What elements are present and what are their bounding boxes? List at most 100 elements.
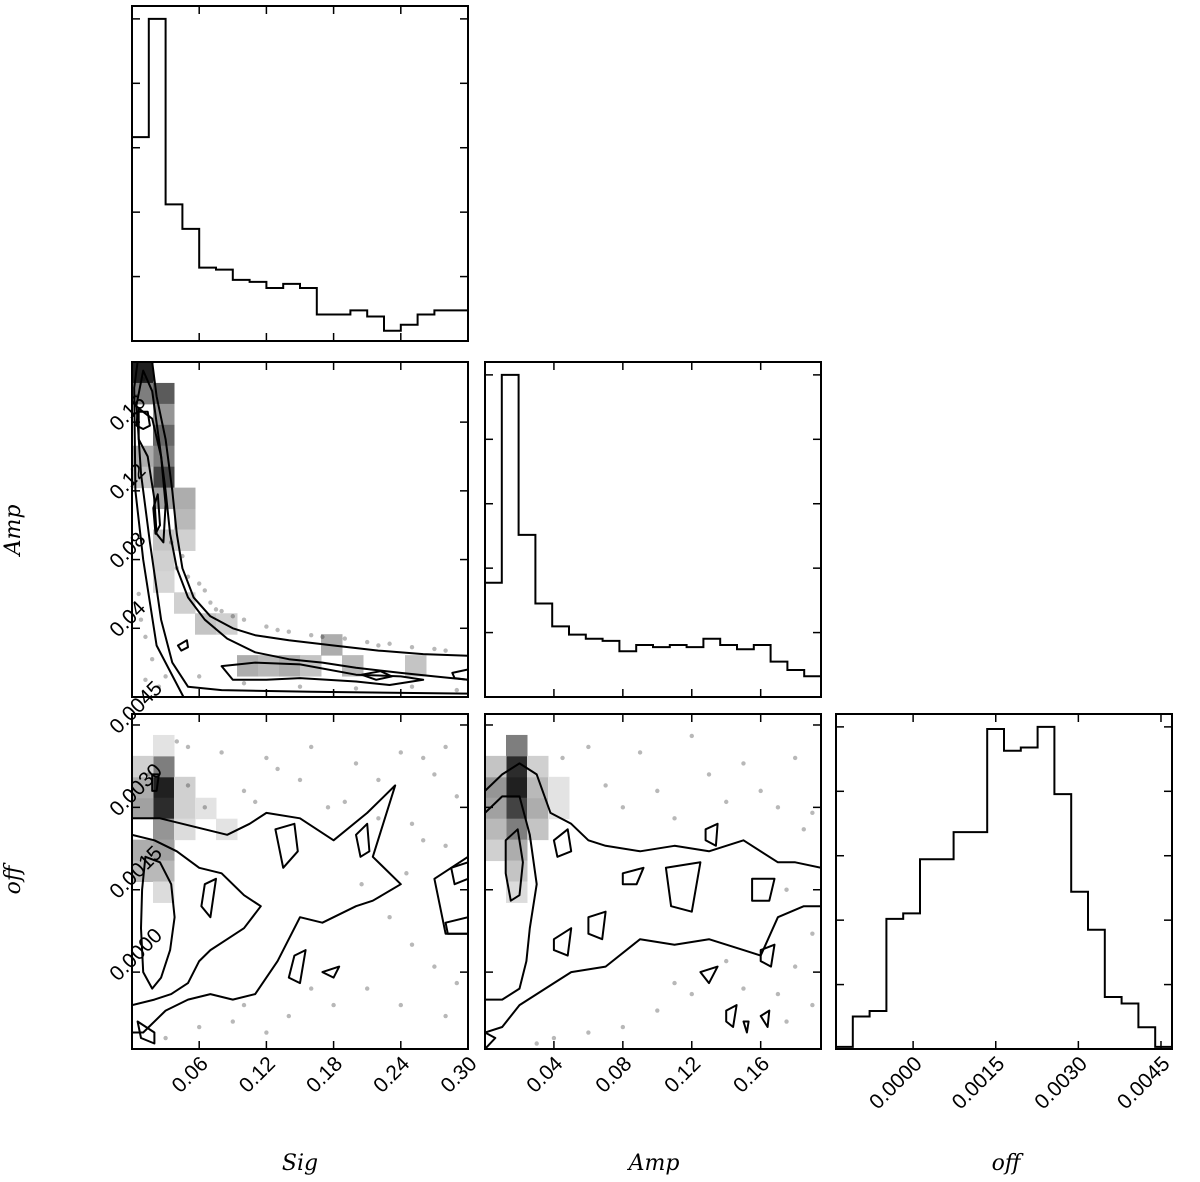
density-cell [195,797,217,820]
scatter-point [275,627,280,633]
contour-line [451,668,468,681]
scatter-point [810,810,815,816]
scatter-point [297,684,303,689]
scatter-point [421,755,426,761]
scatter-point [432,772,437,777]
scatter-point [376,643,381,648]
scatter-point [637,750,643,755]
scatter-point [409,821,415,827]
y-tick-label: 0.0045 [105,677,167,739]
scatter-point [264,755,269,761]
joint-amp-off [484,713,822,1050]
scatter-point [810,931,815,936]
scatter-point [421,838,426,843]
contour-line [220,661,425,686]
scatter-point [724,958,729,964]
x-tick-label: 0.12 [235,1052,280,1097]
x-tick-label: 0.0000 [865,1052,927,1114]
x-tick-label: 0.0030 [1030,1052,1092,1114]
scatter-point [620,805,626,810]
scatter-point [672,816,677,821]
contour-line [176,639,189,652]
scatter-point [586,744,591,750]
x-tick-label: 0.0045 [1113,1052,1175,1114]
density-cell [527,797,549,820]
scatter-point [387,641,392,646]
contour-line [133,362,468,697]
scatter-point [230,614,235,619]
contour-line [444,916,468,935]
density-cell [153,382,175,405]
contour-line [621,866,645,886]
scatter-point [264,1030,269,1035]
scatter-point [409,644,415,650]
scatter-point [810,1002,815,1008]
density-cell [506,734,528,757]
scatter-point [603,783,608,788]
scatter-point [443,843,448,849]
contour-line [355,822,371,858]
scatter-point [586,1030,591,1035]
scatter-point [620,1024,626,1030]
scatter-point [185,744,191,750]
scatter-point [724,799,729,805]
scatter-point [560,755,565,761]
density-cell [132,860,154,882]
panel-frame [484,713,822,1050]
panel-frame [835,713,1173,1050]
contour-line [136,1020,156,1045]
density-cell [174,592,196,614]
contour-line [140,855,176,990]
scatter-point [432,646,437,652]
density-cell [548,776,570,799]
histogram-step [132,17,468,332]
panel-frame [131,5,469,342]
scatter-point [208,600,213,605]
scatter-point [398,1002,403,1008]
x-tick-label: 0.24 [369,1052,414,1097]
scatter-point [404,871,409,876]
density-cell [195,613,217,635]
contour-line [759,1009,771,1028]
density-cell [506,881,528,903]
density-cell [153,734,175,757]
scatter-point [146,772,151,777]
scatter-point [784,887,789,892]
scatter-point [241,788,247,794]
density-cell [174,797,196,820]
y-axis-label-amp: Amp [1,505,26,558]
scatter-point [286,629,291,634]
x-axis-label-amp: Amp [627,1151,680,1176]
scatter-point [297,777,303,783]
density-cell [132,797,154,820]
contour-line [751,877,776,902]
scatter-point [286,1013,291,1019]
x-tick-label: 0.18 [302,1052,347,1097]
scatter-point [353,686,359,691]
scatter-point [409,684,415,689]
scatter-point [202,805,207,810]
density-cell [174,776,196,799]
scatter-point [275,766,280,772]
scatter-point [775,805,781,810]
x-tick-label: 0.04 [522,1052,567,1097]
contour-line [587,910,607,941]
density-cell [485,818,507,841]
scatter-point [398,750,403,755]
scatter-point [309,744,314,750]
density-cell [342,655,364,677]
scatter-point [689,991,694,997]
scatter-point [792,755,798,761]
scatter-point [138,617,144,622]
x-tick-label: 0.16 [729,1052,774,1097]
density-cell [506,860,528,882]
scatter-point [387,914,392,920]
density-cell [153,881,175,903]
x-tick-label: 0.12 [660,1052,705,1097]
scatter-point [325,805,331,810]
contour-line [450,861,468,886]
contour-line [552,828,573,858]
contour-line [135,410,151,430]
contour-line [725,1004,738,1028]
